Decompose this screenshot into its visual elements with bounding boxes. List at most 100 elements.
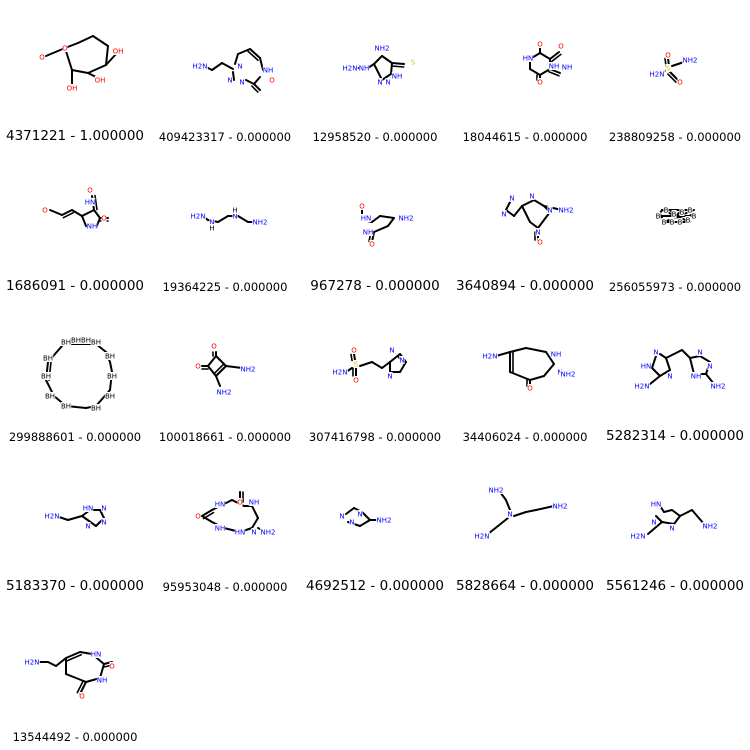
atom-label-bg [653, 348, 659, 356]
bond [81, 515, 97, 527]
bond [539, 52, 551, 60]
molecule-caption: 18044615 - 0.000000 [462, 130, 588, 144]
atom-label: N [349, 519, 354, 527]
atom-label-bg [677, 78, 683, 86]
bond [509, 347, 527, 353]
bond [215, 375, 221, 387]
molecule-structure: O HN NH O HN NH N NH2 [195, 491, 276, 537]
atom-label-bg [687, 206, 693, 214]
bond [223, 499, 233, 505]
atom-label: NH2 [241, 366, 256, 374]
atom-label-bg [663, 206, 669, 214]
atom-label: NH2 [559, 207, 574, 215]
bond [105, 53, 117, 66]
atom-label: HN [215, 501, 226, 509]
atom-label-bg [209, 224, 215, 232]
atom-label-bg [112, 47, 124, 55]
atom-label-bg [399, 356, 405, 364]
bond [497, 517, 509, 527]
atom-label: N [507, 511, 512, 519]
atom-label: NH [263, 67, 274, 75]
bond [201, 515, 213, 523]
bond [549, 51, 560, 60]
atom-label-bg [537, 40, 543, 48]
bond [655, 515, 663, 523]
atom-label-bg [248, 498, 260, 506]
atom-label-bg [640, 362, 652, 370]
atom-label-bg [349, 518, 355, 526]
atom-label: O [211, 343, 217, 351]
bond [225, 365, 243, 369]
atom-label-bg [707, 362, 713, 370]
atom-label: B [686, 217, 691, 225]
bond [663, 509, 673, 513]
bond [665, 357, 671, 371]
atom-label: BH [81, 337, 91, 345]
atom-label: N [385, 79, 390, 87]
atom-label: NH2 [683, 57, 698, 65]
bond [543, 363, 555, 377]
atom-label: N [667, 373, 672, 381]
atom-label-bg [679, 208, 685, 216]
bond [251, 505, 259, 519]
molecule-structure: BB B B BB B B B B [655, 206, 697, 227]
double-bond [667, 73, 677, 83]
bond [679, 509, 693, 517]
atom-label: NH2 [253, 219, 268, 227]
atom-label-bg [227, 76, 233, 84]
atom-label-bg [529, 192, 535, 200]
bond [651, 355, 657, 369]
molecule-structure: NH2 N NH2 H2N [474, 486, 568, 541]
atom-label-bg [650, 500, 662, 508]
molecule-cell: O HN NH O HN NH N NH2 95953048 - 0.000000 [150, 450, 300, 600]
atom-label: H2N [191, 213, 206, 221]
atom-label: NH2 [261, 529, 276, 537]
bond [251, 517, 259, 529]
atom-label-bg [357, 510, 363, 518]
bond [671, 61, 685, 67]
atom-label: B [670, 219, 675, 227]
atom-label: NH2 [489, 487, 504, 495]
atom-label-bg [509, 194, 515, 202]
atom-label: H2N [193, 63, 208, 71]
atom-label: N [389, 347, 394, 355]
atom-label-bg [90, 650, 102, 658]
atom-label: NH2 [553, 503, 568, 511]
atom-label: N [239, 79, 244, 87]
atom-label: B [672, 211, 677, 219]
atom-label: O [195, 513, 201, 521]
atom-label: S [666, 65, 671, 73]
molecule-caption: 307416798 - 0.000000 [308, 430, 442, 444]
molecule-caption: 409423317 - 0.000000 [158, 130, 292, 144]
bond [234, 53, 239, 65]
atom-label: H2N [650, 71, 665, 79]
atom-label-bg [353, 360, 359, 368]
atom-label-bg [211, 342, 217, 350]
atom-label: BH [71, 337, 81, 345]
atom-label: HN [91, 651, 102, 659]
atom-label: B [664, 207, 669, 215]
atom-label-bg [251, 528, 257, 536]
atom-label-bg [24, 658, 40, 666]
atom-label: O [269, 77, 275, 85]
bond [371, 215, 381, 223]
atom-label-bg [239, 78, 245, 86]
atom-label-bg [86, 222, 98, 230]
atom-label: N [399, 357, 404, 365]
bond [373, 63, 383, 81]
atom-label-bg [550, 350, 562, 358]
bond [381, 73, 392, 81]
atom-label: B [692, 213, 697, 221]
atom-label-bg [488, 486, 504, 494]
atom-label-bg [548, 62, 560, 70]
molecule-caption: 19364225 - 0.000000 [162, 280, 288, 294]
bond [71, 209, 83, 217]
atom-label-bg [214, 500, 226, 508]
atom-label: O [351, 347, 357, 355]
atom-label-bg [106, 372, 118, 380]
atom-label-bg [339, 512, 345, 520]
atom-label: NH [97, 677, 108, 685]
molecule-cell: H2N HN O NH O 13544492 - 0.000000 [0, 600, 150, 750]
bond [495, 351, 511, 357]
